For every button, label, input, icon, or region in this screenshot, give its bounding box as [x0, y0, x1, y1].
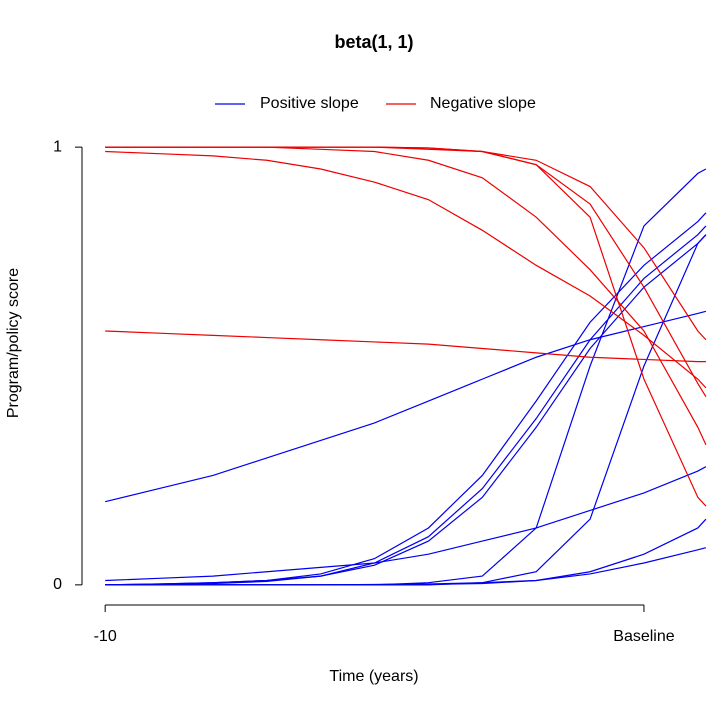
series-line: [105, 212, 707, 586]
x-axis-label: Time (years): [329, 668, 418, 685]
x-tick-label: -10: [94, 628, 117, 645]
series-line: [105, 146, 707, 397]
series-line: [105, 547, 707, 586]
legend-label: Positive slope: [260, 95, 359, 112]
series-line: [105, 330, 706, 363]
series-line: [105, 466, 707, 582]
series-line: [105, 310, 707, 503]
x-tick-label: Baseline: [613, 628, 674, 645]
series-line: [105, 518, 707, 586]
chart-title: beta(1, 1): [334, 32, 413, 52]
series-line: [105, 150, 707, 389]
series-line: [105, 225, 707, 586]
series-line: [105, 168, 707, 586]
legend-label: Negative slope: [430, 95, 536, 112]
y-axis-label: Program/policy score: [5, 268, 22, 418]
series-line: [105, 146, 707, 507]
y-tick-label: 0: [53, 576, 62, 593]
y-tick-label: 1: [53, 138, 62, 155]
